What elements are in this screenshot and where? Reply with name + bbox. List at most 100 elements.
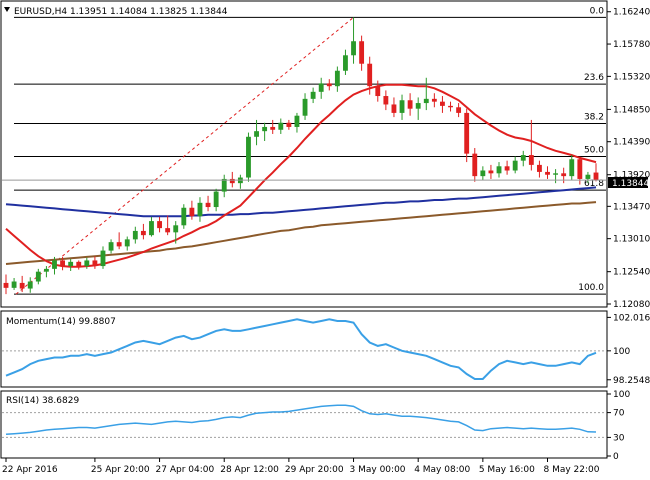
candle <box>528 119 534 171</box>
candle-body <box>448 105 453 108</box>
candle <box>440 96 445 113</box>
candle-body <box>383 96 389 105</box>
candle-body <box>561 173 567 177</box>
candle <box>19 275 25 293</box>
candle <box>383 90 389 111</box>
price-panel: 1.16240 1.15780 1.15320 1.14850 1.14390 1.139… <box>2 6 650 310</box>
candle-body <box>124 239 130 247</box>
candle <box>367 56 373 95</box>
candle-body <box>221 178 227 192</box>
candle <box>165 215 171 236</box>
y-tick-label: 1.12540 <box>613 268 650 278</box>
rsi-y-tick-label: 70 <box>613 409 625 419</box>
candle <box>520 150 526 167</box>
candle <box>431 93 437 108</box>
candle <box>43 266 49 278</box>
fib-level-label: 100.0 <box>578 283 604 293</box>
candle <box>310 87 316 104</box>
candle-body <box>528 155 534 165</box>
candle <box>189 200 195 220</box>
candle-body <box>472 153 478 177</box>
candle <box>456 103 462 118</box>
fib-level-label: 0.0 <box>590 6 605 16</box>
fib-level-label: 23.6 <box>584 73 604 83</box>
candle <box>302 93 308 120</box>
candle <box>60 256 65 271</box>
candle <box>585 171 591 184</box>
candle <box>76 260 82 270</box>
candle-body <box>286 122 292 127</box>
candle-body <box>76 261 82 267</box>
momentum-y-tick-label: 98.2548 <box>613 376 650 386</box>
candle <box>480 166 486 181</box>
sma-mid-line <box>5 186 597 218</box>
rsi-panel-title: RSI(14) 38.6829 <box>6 396 79 406</box>
candle <box>100 246 106 269</box>
fib-level-label: 61.8 <box>584 179 604 189</box>
candle-body <box>326 83 332 87</box>
candle <box>140 223 146 240</box>
candle-body <box>480 170 486 177</box>
candle <box>157 216 162 233</box>
candle-body <box>431 98 437 102</box>
rsi-panel: 100 70 30 0 <box>2 390 630 462</box>
candle <box>399 94 405 120</box>
candle-body <box>496 166 502 174</box>
candle-body <box>100 250 106 267</box>
candle-body <box>407 100 413 109</box>
candle <box>391 97 397 118</box>
candle-body <box>11 281 17 288</box>
candle <box>512 156 518 174</box>
rsi-panel-frame <box>0 390 608 459</box>
candle <box>52 256 57 275</box>
candle-body <box>157 221 162 229</box>
x-tick-label: 22 Apr 2016 <box>2 465 58 475</box>
candle-body <box>375 86 381 97</box>
candle <box>569 155 575 181</box>
candle <box>246 132 251 182</box>
candle-body <box>415 103 421 109</box>
y-tick-label: 1.15780 <box>613 40 650 50</box>
candle-body <box>553 173 559 175</box>
candle-body <box>423 98 429 104</box>
candle <box>464 108 470 163</box>
price-panel-title: EURUSD,H4 1.13951 1.14084 1.13825 1.1384… <box>14 7 228 17</box>
x-tick-label: 5 May 16:00 <box>479 465 535 475</box>
y-tick-label: 1.15320 <box>613 72 650 82</box>
candle-body <box>270 126 276 130</box>
candle <box>270 119 276 134</box>
candle-body <box>577 159 583 179</box>
candle-body <box>116 242 122 247</box>
candle <box>11 278 17 290</box>
candle-body <box>108 242 114 251</box>
momentum-panel-frame <box>0 310 608 388</box>
candle-body <box>173 225 179 233</box>
candle <box>561 167 567 184</box>
current-price-badge <box>608 177 648 188</box>
collapse-triangle-icon[interactable] <box>4 7 10 12</box>
candle-body <box>181 207 187 226</box>
candle-body <box>464 112 470 154</box>
candle <box>84 257 90 269</box>
candle <box>537 160 542 178</box>
y-tick-label: 1.13470 <box>613 202 650 212</box>
candle <box>124 236 130 251</box>
x-tick-label: 27 Apr 04:00 <box>156 465 215 475</box>
candle <box>173 221 179 244</box>
candle <box>318 77 324 99</box>
candle-body <box>213 191 219 208</box>
candle-body <box>132 230 138 240</box>
momentum-panel: 102.0164 100 98.2548 <box>2 313 650 386</box>
current-price-label: 1.13844 <box>612 179 649 189</box>
candle-body <box>189 207 195 217</box>
candle <box>149 216 154 237</box>
candle <box>359 35 365 71</box>
candle <box>593 163 599 182</box>
candle-body <box>246 136 251 178</box>
candle-body <box>399 100 405 113</box>
candle-body <box>585 174 591 179</box>
rsi-y-tick-label: 30 <box>613 433 625 443</box>
candle <box>415 97 421 120</box>
momentum-line <box>5 318 597 380</box>
